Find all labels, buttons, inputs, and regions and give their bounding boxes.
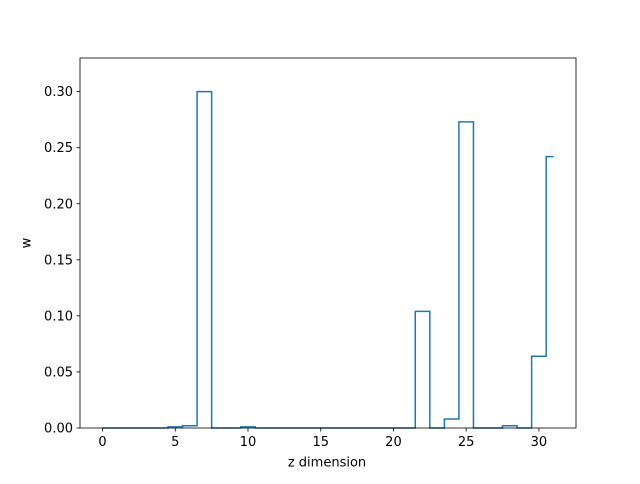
y-tick-label: 0.20 xyxy=(44,197,73,212)
y-tick-label: 0.00 xyxy=(44,422,73,437)
x-tick-label: 20 xyxy=(385,435,402,450)
y-tick-label: 0.15 xyxy=(44,253,73,268)
y-tick-label: 0.10 xyxy=(44,309,73,324)
x-tick-label: 15 xyxy=(312,435,329,450)
x-tick-label: 5 xyxy=(171,435,179,450)
y-tick-label: 0.05 xyxy=(44,365,73,380)
y-axis-label: w xyxy=(20,237,35,248)
y-tick-label: 0.25 xyxy=(44,141,73,156)
x-tick-label: 0 xyxy=(98,435,106,450)
x-tick-label: 10 xyxy=(240,435,257,450)
x-axis-label: z dimension xyxy=(288,456,366,471)
x-tick-label: 25 xyxy=(458,435,475,450)
y-tick-label: 0.30 xyxy=(44,85,73,100)
x-tick-label: 30 xyxy=(531,435,548,450)
